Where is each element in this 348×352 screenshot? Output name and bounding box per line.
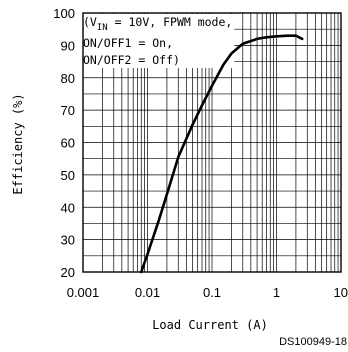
y-tick-label: 60 — [61, 136, 75, 151]
x-tick-label: 0.001 — [67, 285, 100, 300]
x-tick-label: 0.1 — [203, 285, 221, 300]
y-tick-labels: 20 30 40 50 60 70 80 90 100 — [53, 6, 75, 280]
y-tick-label: 80 — [61, 71, 75, 86]
annotation-line-2: ON/OFF1 = On, — [83, 36, 173, 50]
y-tick-label: 50 — [61, 168, 75, 183]
annotation-line-3: ON/OFF2 = Off) — [83, 53, 180, 67]
annotation-box — [84, 14, 235, 68]
y-tick-label: 40 — [61, 200, 75, 215]
annotation-line-1: (VIN = 10V, FPWM mode, — [83, 15, 232, 33]
plot-frame — [82, 12, 342, 273]
x-tick-label: 1 — [273, 285, 280, 300]
y-tick-label: 20 — [61, 265, 75, 280]
y-tick-label: 70 — [61, 103, 75, 118]
y-tick-label: 90 — [61, 38, 75, 53]
x-tick-labels: 0.001 0.01 0.1 1 10 — [67, 285, 348, 300]
x-axis-label: Load Current (A) — [152, 318, 268, 332]
x-tick-label: 0.01 — [135, 285, 160, 300]
chart-grid — [82, 12, 341, 273]
figure-id: DS100949-18 — [279, 336, 347, 348]
efficiency-curve — [139, 34, 304, 274]
y-tick-label: 30 — [61, 233, 75, 248]
y-tick-label: 100 — [53, 6, 75, 21]
x-tick-label: 10 — [334, 285, 348, 300]
y-axis-label: Efficiency (%) — [11, 93, 25, 194]
